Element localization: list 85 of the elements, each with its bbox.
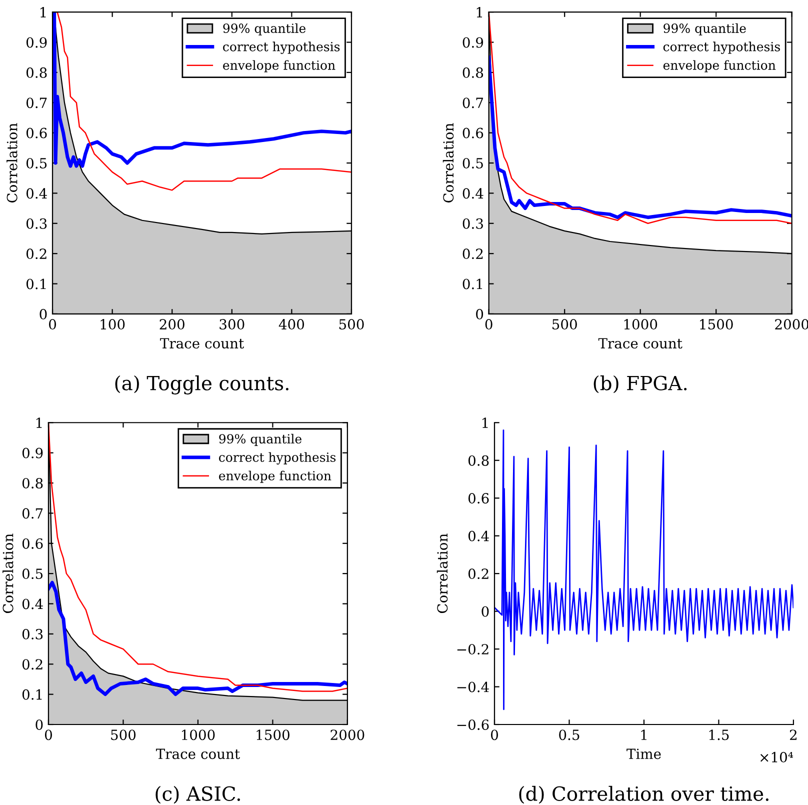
y-tick-label: 0.6 (468, 493, 489, 504)
text: ×10⁴ (760, 752, 794, 762)
x-tick-label: 0 (490, 730, 498, 740)
y-tick-label: 0.4 (468, 530, 489, 542)
y-tick-label: 0.7 (22, 508, 43, 519)
y-tick-label: 0.8 (22, 478, 43, 488)
y-tick-label: 0.8 (462, 67, 484, 78)
y-tick-label: 0.5 (22, 568, 43, 580)
text: (a) Toggle counts. (115, 375, 288, 394)
x-tick-label: 2000 (330, 730, 364, 740)
y-tick-label: 0.4 (22, 598, 43, 610)
x-tick-label: 500 (552, 319, 577, 330)
legend-label: envelope function (663, 60, 776, 72)
y-axis-title: Correlation (442, 123, 454, 203)
y-tick-label: 0.4 (26, 188, 47, 199)
x-tick-label: 400 (278, 319, 304, 330)
y-tick-label: 0.7 (26, 98, 47, 108)
y-axis-title: Correlation (6, 123, 18, 203)
y-tick-label: 0.2 (22, 659, 42, 670)
y-tick-label: 0.1 (22, 689, 42, 700)
y-tick-label: 0 (482, 606, 489, 617)
y-tick-label: 1 (476, 7, 482, 18)
y-tick-label: 0.8 (468, 455, 489, 466)
y-tick-label: −0.4 (457, 682, 489, 692)
y-axis-title: Correlation (436, 534, 448, 614)
y-tick-label: 0.2 (462, 248, 483, 260)
x-tick-label: 0 (49, 319, 56, 330)
y-tick-label: 0.3 (26, 218, 47, 229)
y-tick-label: 0.7 (462, 98, 483, 108)
x-axis-title: Trace count (598, 338, 682, 349)
y-tick-label: 0.2 (26, 248, 46, 260)
text: (b) FPGA. (594, 375, 687, 394)
x-axis-title: Trace count (156, 748, 240, 760)
legend-label: envelope function (223, 60, 336, 72)
x-tick-label: 1000 (182, 730, 215, 740)
legend-label: correct hypothesis (219, 452, 336, 464)
line-series (488, 56, 792, 220)
y-tick-label: 0.1 (26, 278, 46, 290)
y-tick-label: 0.9 (26, 37, 47, 48)
legend-label: envelope function (219, 470, 332, 483)
text: (d) Correlation over time. (519, 786, 768, 804)
y-tick-label: 0.5 (462, 158, 483, 168)
line-series (494, 429, 794, 710)
y-tick-label: 0 (36, 719, 43, 730)
x-tick-label: 500 (339, 319, 364, 330)
y-tick-label: 0.3 (22, 628, 43, 640)
y-tick-label: −0.2 (457, 644, 488, 655)
line-series (48, 580, 348, 696)
x-tick-label: 200 (160, 319, 184, 330)
y-tick-label: 0 (40, 308, 47, 320)
y-tick-label: 0.6 (462, 128, 484, 138)
y-tick-label: 0.1 (462, 278, 482, 290)
x-tick-label: 300 (220, 319, 244, 330)
y-tick-label: 0.6 (26, 128, 47, 138)
y-axis-title: Correlation (2, 534, 14, 614)
text: (c) ASIC. (156, 786, 240, 804)
y-tick-label: 0.9 (462, 37, 484, 48)
legend-label: 99% quantile (219, 434, 302, 446)
legend-label: 99% quantile (664, 23, 746, 36)
legend-label: 99% quantile (223, 23, 306, 36)
y-tick-label: 1 (40, 7, 46, 18)
x-axis-title: Time (626, 748, 661, 760)
y-tick-label: 0.5 (26, 158, 47, 168)
x-axis-title: Trace count (160, 338, 244, 349)
x-tick-label: 1 (641, 730, 646, 740)
y-tick-label: 0.4 (462, 188, 484, 199)
x-tick-label: 0.5 (559, 730, 580, 740)
x-tick-label: 100 (100, 319, 125, 330)
y-tick-label: 0.9 (22, 448, 43, 458)
y-tick-label: 0 (476, 308, 484, 320)
x-tick-label: 500 (111, 730, 136, 740)
x-tick-label: 1.5 (709, 730, 729, 740)
x-tick-label: 2 (790, 730, 797, 740)
y-tick-label: 0.3 (462, 218, 483, 229)
y-tick-label: 1 (36, 418, 42, 428)
legend-label: correct hypothesis (663, 42, 780, 54)
y-tick-label: 1 (482, 418, 488, 428)
y-tick-label: −0.6 (457, 719, 489, 730)
y-tick-label: 0.2 (468, 568, 488, 580)
y-tick-label: 0.8 (26, 67, 47, 78)
x-tick-label: 1500 (700, 319, 733, 330)
x-tick-label: 1000 (624, 319, 658, 330)
x-tick-label: 1500 (256, 730, 290, 740)
legend-label: correct hypothesis (223, 42, 340, 54)
y-tick-label: 0.6 (22, 538, 43, 549)
